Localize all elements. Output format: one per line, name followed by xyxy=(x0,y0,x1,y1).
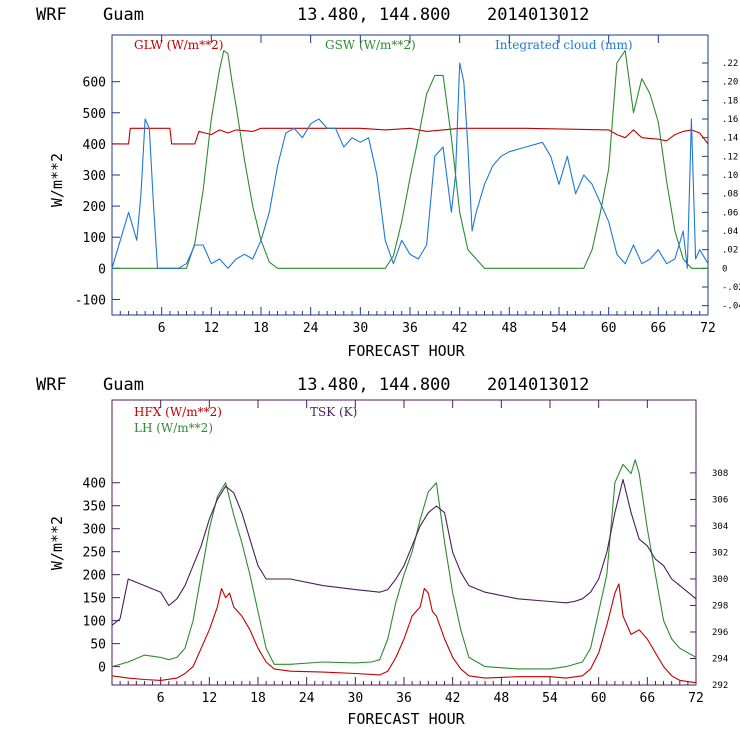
x-tick-label-1-54: 54 xyxy=(551,321,567,336)
y-tick-label-2-50: 50 xyxy=(90,638,106,653)
header-coords-1: 13.480, 144.800 xyxy=(297,5,451,25)
y2-tick-label-2-7: 306 xyxy=(712,495,728,505)
y-tick-label-1-200: 200 xyxy=(83,200,106,215)
x-tick-label-1-66: 66 xyxy=(651,321,667,336)
legend-hfx: HFX (W/m**2) xyxy=(134,405,222,419)
y2-tick-label-1-6: .08 xyxy=(722,190,738,200)
y2-tick-label-2-3: 298 xyxy=(712,601,728,611)
x-tick-label-2-30: 30 xyxy=(348,691,364,706)
y-tick-label-1-100: 100 xyxy=(83,231,106,246)
x-tick-label-1-24: 24 xyxy=(303,321,319,336)
y-tick-label-2-400: 400 xyxy=(83,477,106,492)
y2-tick-label-1-0: -.04 xyxy=(722,302,740,312)
y2-tick-label-1-1: -.02 xyxy=(722,283,740,293)
x-tick-label-2-60: 60 xyxy=(591,691,607,706)
y2-tick-label-1-3: .02 xyxy=(722,246,738,256)
series-line-lh xyxy=(111,459,697,670)
y-tick-label-2-350: 350 xyxy=(83,500,106,515)
y-tick-label-1-500: 500 xyxy=(83,107,106,122)
legend-tsk: TSK (K) xyxy=(310,405,357,419)
y2-tick-label-1-11: .18 xyxy=(722,96,738,106)
x-tick-label-1-36: 36 xyxy=(402,321,418,336)
x-tick-label-2-42: 42 xyxy=(445,691,461,706)
x-tick-label-1-18: 18 xyxy=(253,321,269,336)
y2-tick-label-2-1: 294 xyxy=(712,654,728,664)
series-line-integrated xyxy=(111,62,709,269)
y2-tick-label-2-0: 292 xyxy=(712,681,728,691)
legend-gsw: GSW (W/m**2) xyxy=(325,38,416,52)
legend-cloud: Integrated cloud (mm) xyxy=(495,38,633,52)
x-tick-label-1-72: 72 xyxy=(700,321,716,336)
x-tick-label-1-60: 60 xyxy=(601,321,617,336)
x-tick-label-2-48: 48 xyxy=(494,691,510,706)
series-line-tsk xyxy=(111,478,697,626)
x-tick-label-2-72: 72 xyxy=(688,691,704,706)
y2-tick-label-1-9: .14 xyxy=(722,134,738,144)
y2-tick-label-1-13: .22 xyxy=(722,59,738,69)
y2-tick-label-1-12: .20 xyxy=(722,78,738,88)
y-tick-label-1-0: 0 xyxy=(98,262,106,277)
y-tick-label-1-600: 600 xyxy=(83,76,106,91)
y2-tick-label-1-4: .04 xyxy=(722,227,738,237)
header-init-1: 2014013012 xyxy=(487,5,589,25)
y-tick-label-2-150: 150 xyxy=(83,592,106,607)
x-tick-label-2-24: 24 xyxy=(299,691,315,706)
y2-tick-label-1-5: .06 xyxy=(722,208,738,218)
header-coords-2: 13.480, 144.800 xyxy=(297,375,451,395)
y-tick-label-2-300: 300 xyxy=(83,523,106,538)
y2-tick-label-2-4: 300 xyxy=(712,575,728,585)
x-axis-label-2: FORECAST HOUR xyxy=(347,710,465,728)
series-line-glw xyxy=(112,127,709,145)
y-tick-label-2-100: 100 xyxy=(83,615,106,630)
y2-tick-label-1-7: .10 xyxy=(722,171,738,181)
x-tick-label-2-36: 36 xyxy=(396,691,412,706)
x-tick-label-2-66: 66 xyxy=(640,691,656,706)
x-tick-label-1-48: 48 xyxy=(502,321,518,336)
x-tick-label-2-54: 54 xyxy=(542,691,558,706)
y-tick-label-1-400: 400 xyxy=(83,138,106,153)
y-tick-label-1-300: 300 xyxy=(83,169,106,184)
header-location-1: Guam xyxy=(103,5,144,25)
plot-frame-1 xyxy=(111,34,709,316)
y2-tick-label-1-10: .16 xyxy=(722,115,738,125)
x-tick-label-1-42: 42 xyxy=(452,321,468,336)
y-tick-label-2-250: 250 xyxy=(83,546,106,561)
y2-tick-label-2-5: 302 xyxy=(712,548,728,558)
series-line-gsw xyxy=(112,50,708,269)
x-tick-label-2-12: 12 xyxy=(202,691,218,706)
header-init-2: 2014013012 xyxy=(487,375,589,395)
y-tick-label-2-0: 0 xyxy=(98,661,106,676)
y2-tick-label-1-2: 0 xyxy=(722,264,727,274)
header-model-2: WRF xyxy=(36,375,67,395)
y2-tick-label-2-2: 296 xyxy=(712,628,728,638)
y2-tick-label-1-8: .12 xyxy=(722,152,738,162)
y-axis-label-1: W/m**2 xyxy=(48,153,66,207)
y2-tick-label-2-6: 304 xyxy=(712,522,728,532)
x-tick-label-1-12: 12 xyxy=(204,321,220,336)
y-tick-label-1--100: -100 xyxy=(75,293,106,308)
header-model-1: WRF xyxy=(36,5,67,25)
header-location-2: Guam xyxy=(103,375,144,395)
y2-tick-label-2-8: 308 xyxy=(712,469,728,479)
x-axis-label-1: FORECAST HOUR xyxy=(347,342,465,360)
x-tick-label-1-6: 6 xyxy=(158,321,166,336)
series-line-hfx xyxy=(111,583,697,684)
y-tick-label-2-200: 200 xyxy=(83,569,106,584)
legend-glw: GLW (W/m**2) xyxy=(134,38,223,52)
y-axis-label-2: W/m**2 xyxy=(48,516,66,570)
legend-lh: LH (W/m**2) xyxy=(134,421,213,435)
x-tick-label-2-18: 18 xyxy=(250,691,266,706)
x-tick-label-2-6: 6 xyxy=(157,691,165,706)
x-tick-label-1-30: 30 xyxy=(353,321,369,336)
